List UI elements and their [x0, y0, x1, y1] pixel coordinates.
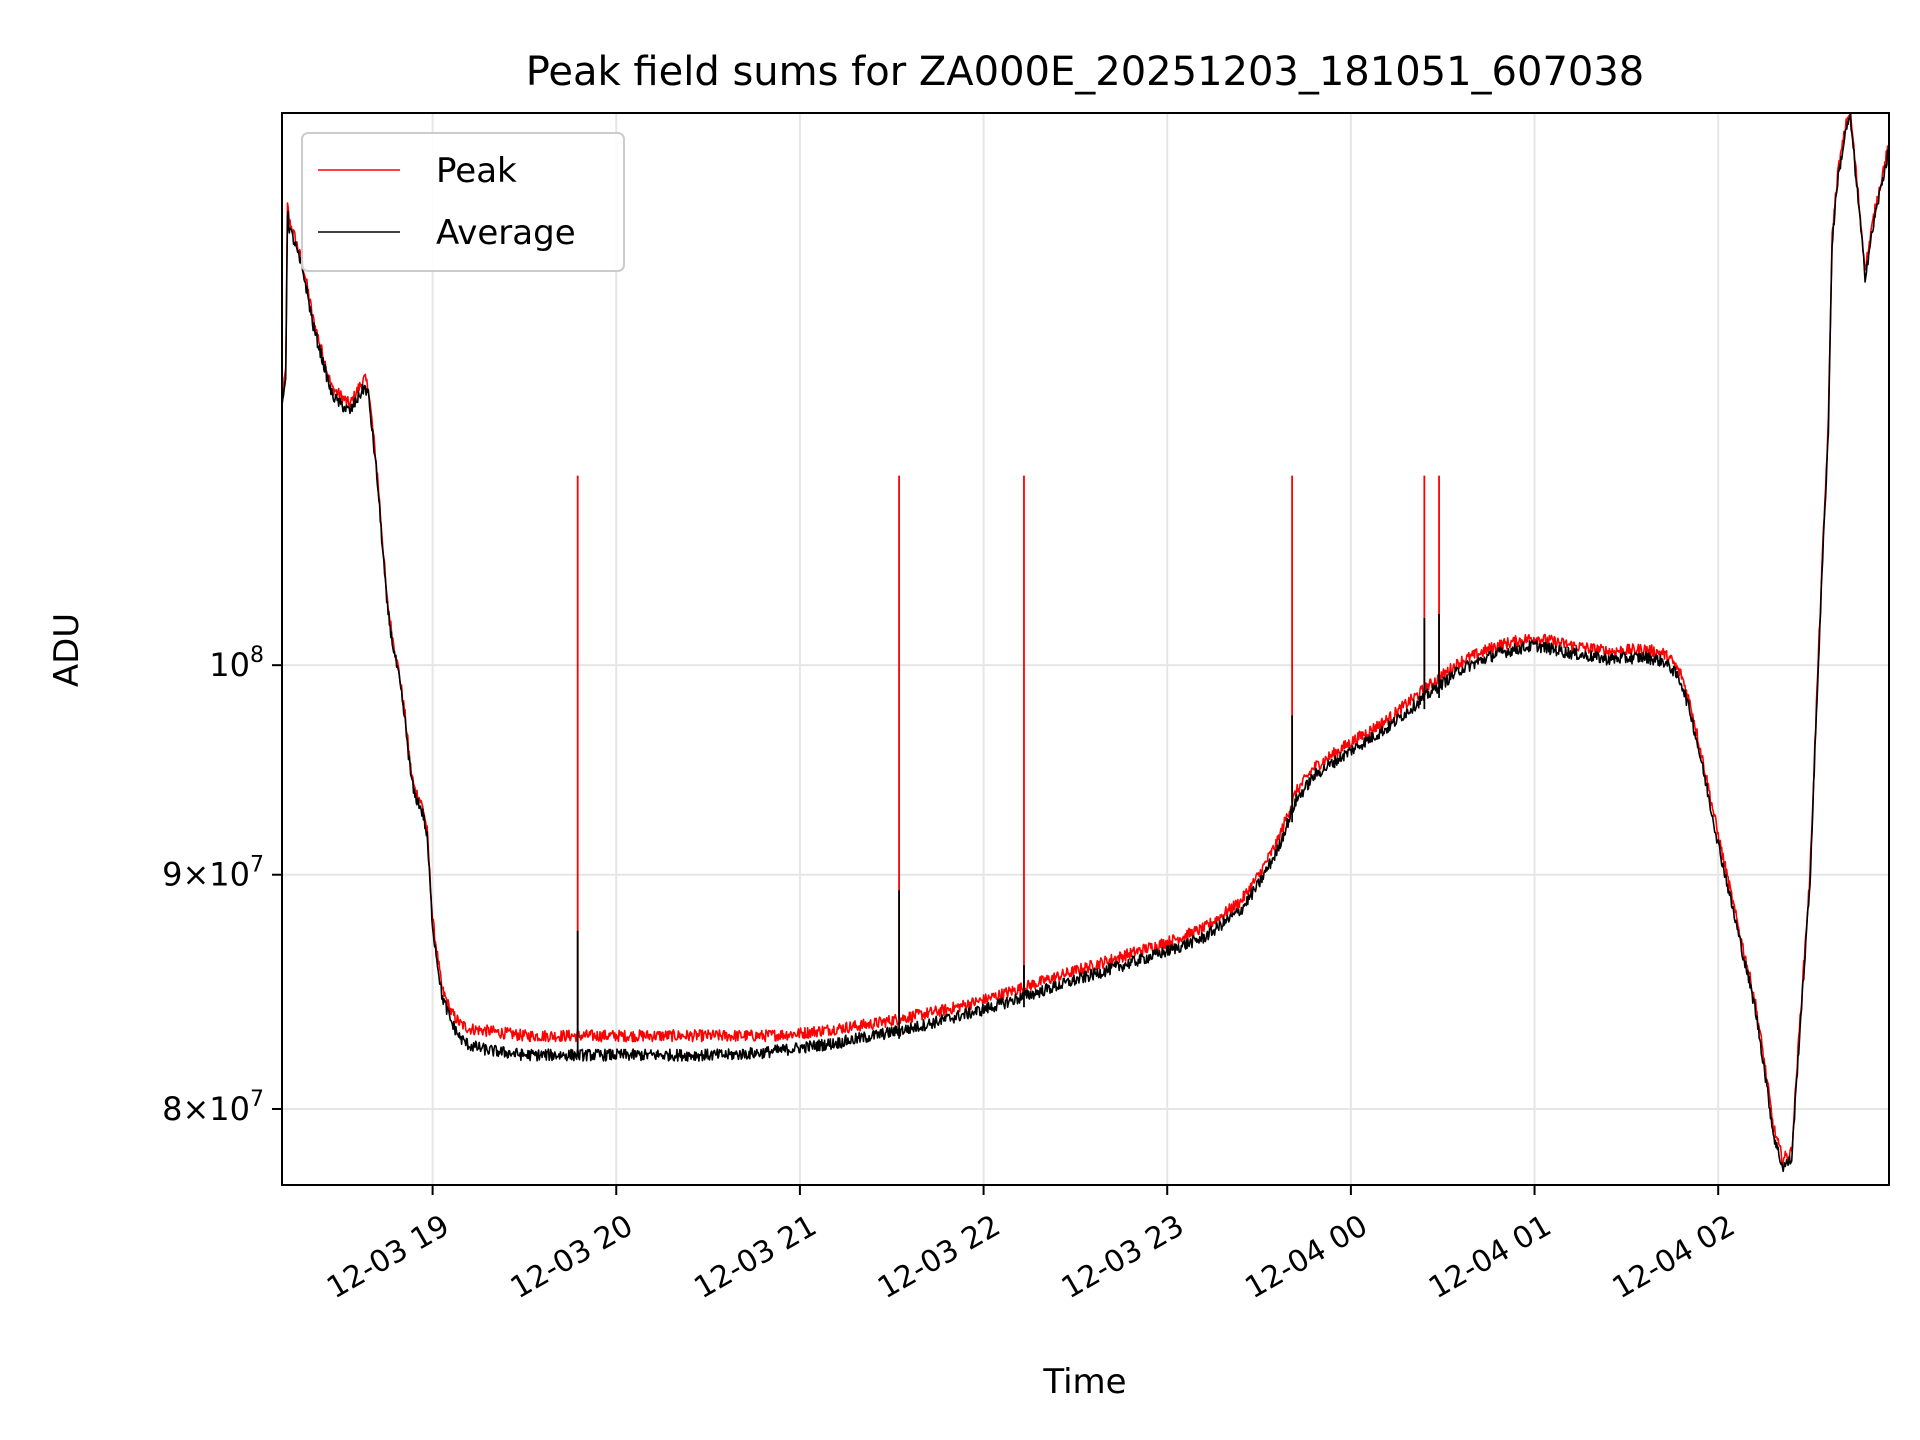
y-tick-label: 8×107 — [162, 1087, 264, 1128]
y-tick-label: 9×107 — [162, 853, 264, 894]
series-layer — [282, 113, 1889, 1173]
chart-title: Peak field sums for ZA000E_20251203_1810… — [526, 49, 1645, 95]
y-tick-label: 108 — [209, 643, 264, 684]
y-gridlines — [282, 664, 1889, 1110]
legend-box — [301, 132, 625, 272]
legend-label-peak: Peak — [436, 151, 517, 191]
y-tick-label-exponent: 7 — [250, 1087, 264, 1112]
y-tick-label-base: 8×10 — [162, 1090, 250, 1128]
y-tick-label-exponent: 7 — [250, 853, 264, 878]
legend: Peak Average — [301, 132, 625, 272]
x-gridlines — [431, 113, 1720, 1185]
y-tick-label-exponent: 8 — [250, 643, 264, 668]
y-tick-label-base: 9×10 — [162, 856, 250, 894]
y-tick-label-base: 10 — [209, 646, 250, 684]
series-line-average — [282, 113, 1889, 1173]
x-axis-label: Time — [1042, 1362, 1126, 1402]
series-line-peak — [282, 113, 1889, 1167]
y-axis-label: ADU — [47, 613, 87, 687]
plot-frame — [281, 112, 1890, 1186]
legend-label-average: Average — [436, 213, 576, 253]
